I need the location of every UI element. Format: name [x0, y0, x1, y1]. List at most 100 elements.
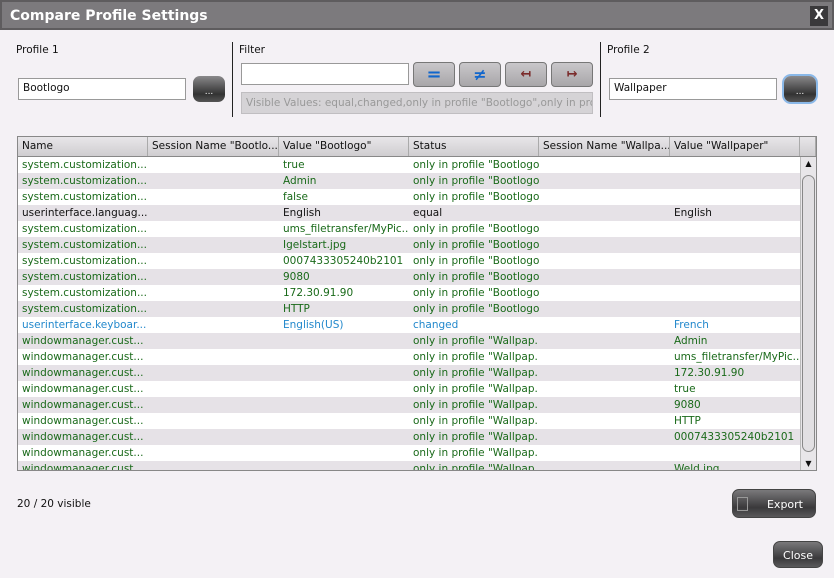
- profile1-browse-button[interactable]: ...: [193, 76, 225, 102]
- table-row[interactable]: windowmanager.cust... only in profile "Wa…: [18, 397, 816, 413]
- table-cell: Admin: [283, 175, 317, 187]
- table-row[interactable]: windowmanager.cust... only in profile "Wa…: [18, 381, 816, 397]
- table-cell: only in profile "Bootlogo": [413, 159, 539, 171]
- column-header[interactable]: Session Name "Bootlo...: [148, 137, 279, 156]
- table-cell: Igelstart.jpg: [283, 239, 347, 251]
- table-cell: only in profile "Bootlogo": [413, 175, 539, 187]
- table-cell: [148, 461, 279, 470]
- profile2-browse-button[interactable]: ...: [784, 76, 816, 102]
- table-cell: English: [674, 207, 712, 219]
- table-cell: [539, 253, 670, 269]
- profile2-field[interactable]: Wallpaper: [609, 78, 777, 100]
- table-row[interactable]: windowmanager.cust... only in profile "Wa…: [18, 461, 816, 471]
- table-cell: windowmanager.cust...: [22, 335, 144, 347]
- table-cell: 172.30.91.90: [283, 287, 354, 299]
- table-cell: [148, 157, 279, 173]
- table-row[interactable]: system.customization.... Admin only in pro…: [18, 173, 816, 189]
- close-button[interactable]: Close: [773, 541, 823, 568]
- table-cell: [279, 445, 409, 461]
- table-cell: [148, 301, 279, 317]
- table-row[interactable]: system.customization.... 9080 only in prof…: [18, 269, 816, 285]
- table-row[interactable]: system.customization.... true only in prof…: [18, 157, 816, 173]
- table-cell: [279, 413, 409, 429]
- table-cell: [148, 205, 279, 221]
- table-cell: only in profile "Bootlogo": [413, 223, 539, 235]
- table-cell: only in profile "Wallpap...: [413, 431, 539, 443]
- table-row[interactable]: system.customization.... 172.30.91.90 only…: [18, 285, 816, 301]
- table-cell: only in profile "Bootlogo": [413, 191, 539, 203]
- visible-count: 20 / 20 visible: [17, 498, 91, 510]
- dialog-title: Compare Profile Settings: [10, 8, 208, 24]
- column-header[interactable]: Name: [18, 137, 148, 156]
- table-row[interactable]: windowmanager.cust... only in profile "Wa…: [18, 365, 816, 381]
- table-cell: [539, 365, 670, 381]
- table-cell: only in profile "Bootlogo": [413, 303, 539, 315]
- table-row[interactable]: system.customization.... false only in pro…: [18, 189, 816, 205]
- table-cell: windowmanager.cust...: [22, 399, 144, 411]
- table-cell: 9080: [283, 271, 310, 283]
- table-cell: [539, 413, 670, 429]
- table-cell: [539, 429, 670, 445]
- profile1-field[interactable]: Bootlogo: [18, 78, 186, 100]
- scroll-up-icon[interactable]: ▲: [805, 159, 812, 168]
- table-row[interactable]: windowmanager.cust... only in profile "Wa…: [18, 413, 816, 429]
- filter-input[interactable]: [241, 63, 409, 85]
- table-row[interactable]: windowmanager.cust... only in profile "Wa…: [18, 429, 816, 445]
- table-cell: [279, 333, 409, 349]
- table-cell: [539, 237, 670, 253]
- table-cell: [539, 269, 670, 285]
- table-cell: [670, 157, 800, 173]
- table-cell: [539, 301, 670, 317]
- profile2-label: Profile 2: [607, 44, 650, 56]
- table-row[interactable]: system.customization.... 0007433305240b21…: [18, 253, 816, 269]
- filter-equal-button[interactable]: =: [413, 62, 455, 87]
- filter-changed-button[interactable]: ≠: [459, 62, 501, 87]
- close-icon[interactable]: X: [810, 6, 828, 26]
- table-cell: windowmanager.cust...: [22, 447, 144, 459]
- table-cell: [670, 301, 800, 317]
- table-row[interactable]: system.customization.... ums_filetransfer…: [18, 221, 816, 237]
- table-cell: [539, 349, 670, 365]
- table-cell: only in profile "Wallpap...: [413, 447, 539, 459]
- table-cell: system.customization....: [22, 255, 148, 267]
- table-cell: [279, 397, 409, 413]
- table-cell: ums_filetransfer/MyPic...: [674, 351, 800, 363]
- table-cell: true: [283, 159, 305, 171]
- table-cell: [148, 317, 279, 333]
- column-header[interactable]: Status: [409, 137, 539, 156]
- table-cell: only in profile "Wallpap...: [413, 463, 539, 471]
- table-cell: [279, 365, 409, 381]
- column-header[interactable]: Value "Wallpaper": [670, 137, 800, 156]
- table-row[interactable]: windowmanager.cust... only in profile "Wa…: [18, 349, 816, 365]
- column-header[interactable]: Value "Bootlogo": [279, 137, 409, 156]
- table-row[interactable]: system.customization.... Igelstart.jpg onl…: [18, 237, 816, 253]
- table-row[interactable]: userinterface.keyboar... English(US) chang…: [18, 317, 816, 333]
- table-row[interactable]: system.customization.... HTTP only in prof…: [18, 301, 816, 317]
- vertical-scrollbar[interactable]: ▲ ▼: [800, 157, 816, 470]
- table-row[interactable]: windowmanager.cust... only in profile "Wa…: [18, 333, 816, 349]
- table-cell: system.customization....: [22, 287, 148, 299]
- table-cell: windowmanager.cust...: [22, 351, 144, 363]
- table-cell: true: [674, 383, 696, 395]
- scrollbar-thumb[interactable]: [802, 175, 815, 452]
- export-button[interactable]: Export: [732, 489, 816, 518]
- table-cell: French: [674, 319, 709, 331]
- filter-only-profile2-button[interactable]: ↦: [551, 62, 593, 87]
- table-cell: [279, 461, 409, 470]
- table-cell: [148, 173, 279, 189]
- table-cell: windowmanager.cust...: [22, 367, 144, 379]
- table-cell: system.customization....: [22, 239, 148, 251]
- table-cell: HTTP: [674, 415, 701, 427]
- scroll-down-icon[interactable]: ▼: [805, 459, 812, 468]
- table-cell: [539, 221, 670, 237]
- table-cell: [148, 365, 279, 381]
- comparison-table: Name Session Name "Bootlo... Value "Bootlo…: [17, 136, 817, 471]
- table-header: Name Session Name "Bootlo... Value "Bootlo…: [18, 137, 816, 157]
- column-header[interactable]: Session Name "Wallpa...: [539, 137, 670, 156]
- table-cell: English: [283, 207, 321, 219]
- table-cell: [539, 205, 670, 221]
- table-cell: windowmanager.cust...: [22, 431, 144, 443]
- filter-only-profile1-button[interactable]: ↤: [505, 62, 547, 87]
- table-row[interactable]: windowmanager.cust... only in profile "Wa…: [18, 445, 816, 461]
- table-row[interactable]: userinterface.languag... English equal Engl…: [18, 205, 816, 221]
